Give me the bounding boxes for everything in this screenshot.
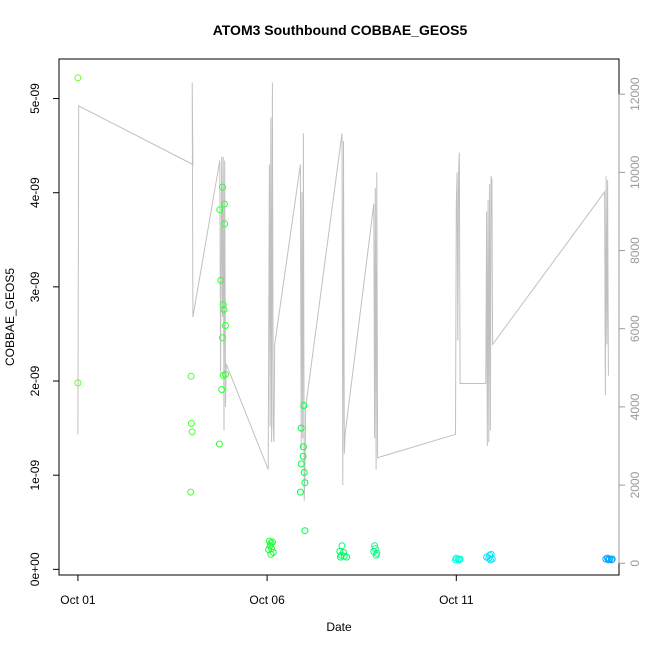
y2-tick-label: 2000 bbox=[628, 471, 642, 498]
data-point bbox=[296, 488, 304, 496]
data-point bbox=[265, 537, 273, 545]
data-point bbox=[485, 554, 493, 562]
x-axis-label: Date bbox=[326, 620, 352, 634]
data-point bbox=[74, 74, 82, 82]
x-tick-label: Oct 06 bbox=[249, 593, 285, 607]
y2-tick-label: 6000 bbox=[628, 315, 642, 342]
y-axis-label: COBBAE_GEOS5 bbox=[3, 268, 17, 366]
y-tick-label: 4e-09 bbox=[28, 177, 42, 208]
data-point bbox=[267, 550, 275, 558]
scatter-points bbox=[74, 74, 616, 564]
data-point bbox=[216, 206, 224, 214]
data-point bbox=[486, 556, 494, 564]
data-point bbox=[218, 386, 226, 393]
data-point bbox=[604, 556, 612, 564]
data-point bbox=[74, 379, 82, 387]
data-point bbox=[187, 419, 195, 427]
data-point bbox=[219, 183, 226, 191]
chart-title: ATOM3 Southbound COBBAE_GEOS5 bbox=[213, 22, 468, 38]
data-point bbox=[456, 555, 464, 563]
data-point bbox=[300, 468, 308, 476]
y2-tick-label: 10000 bbox=[628, 155, 642, 189]
data-point bbox=[221, 220, 229, 228]
data-point bbox=[299, 443, 307, 451]
x-tick-label: Oct 01 bbox=[60, 593, 96, 607]
x-axis: Oct 01 Oct 06 Oct 11 bbox=[60, 574, 474, 607]
y-tick-label: 5e-09 bbox=[28, 83, 42, 114]
data-point bbox=[268, 538, 276, 546]
y-axis-right: 0 2000 4000 6000 8000 10000 12000 bbox=[618, 77, 642, 567]
data-point bbox=[455, 556, 463, 564]
data-point bbox=[222, 322, 229, 329]
y2-tick-label: 12000 bbox=[628, 77, 642, 111]
data-point bbox=[219, 334, 226, 342]
secondary-series bbox=[77, 82, 609, 501]
data-point bbox=[269, 548, 277, 556]
data-point bbox=[219, 301, 227, 309]
data-point bbox=[337, 553, 344, 561]
y-tick-label: 0e+00 bbox=[28, 552, 42, 586]
data-point bbox=[452, 556, 459, 564]
y2-tick-label: 0 bbox=[628, 560, 642, 567]
secondary-line bbox=[77, 82, 609, 501]
data-point bbox=[338, 542, 346, 550]
data-point bbox=[608, 555, 616, 563]
plot-frame bbox=[58, 58, 620, 576]
y-axis-left: 0e+00 1e-09 2e-09 3e-09 4e-09 5e-09 bbox=[28, 83, 60, 586]
data-point bbox=[301, 527, 309, 535]
y2-tick-label: 4000 bbox=[628, 393, 642, 420]
data-point bbox=[372, 551, 380, 559]
data-point bbox=[215, 440, 223, 448]
y-tick-label: 2e-09 bbox=[28, 365, 42, 396]
data-point bbox=[188, 428, 196, 436]
data-point bbox=[220, 200, 228, 208]
data-point bbox=[187, 372, 195, 380]
data-point bbox=[300, 402, 308, 409]
y2-tick-label: 8000 bbox=[628, 237, 642, 264]
data-point bbox=[297, 424, 305, 432]
data-point bbox=[222, 370, 229, 378]
y-tick-label: 1e-09 bbox=[28, 460, 42, 491]
data-point bbox=[187, 488, 195, 496]
data-point bbox=[220, 306, 228, 313]
y-tick-label: 3e-09 bbox=[28, 271, 42, 302]
data-point bbox=[297, 460, 305, 468]
x-tick-label: Oct 11 bbox=[439, 593, 474, 607]
data-point bbox=[217, 276, 225, 284]
data-point bbox=[301, 479, 309, 487]
data-point bbox=[299, 452, 307, 460]
